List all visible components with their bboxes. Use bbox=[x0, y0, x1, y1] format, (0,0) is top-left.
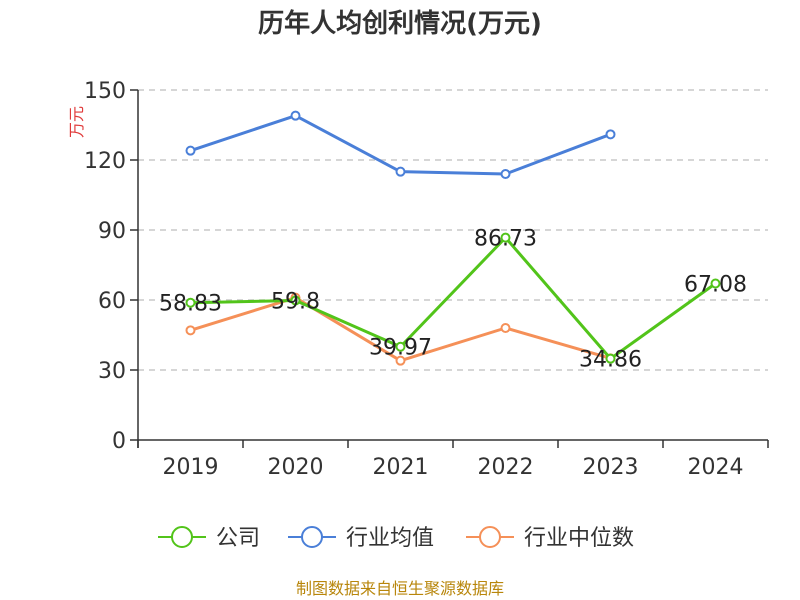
data-point bbox=[500, 232, 511, 243]
y-tick-label: 30 bbox=[98, 359, 126, 384]
data-point bbox=[290, 295, 301, 306]
legend-item[interactable]: 行业均值 bbox=[288, 526, 434, 551]
y-tick-label: 120 bbox=[84, 149, 126, 174]
y-tick-label: 0 bbox=[112, 429, 126, 454]
data-point bbox=[605, 353, 616, 364]
data-point bbox=[605, 129, 616, 140]
chart-title: 历年人均创利情况(万元) bbox=[258, 8, 542, 39]
axes: 0 30 60 90 120 150 2019 2020 2021 2022 2023 2024 bbox=[84, 79, 769, 480]
data-label: 39.97 bbox=[369, 336, 432, 361]
data-label: 59.8 bbox=[271, 289, 320, 314]
series-group bbox=[185, 110, 721, 366]
legend-marker bbox=[171, 526, 193, 548]
data-labels: 58.83 59.8 39.97 86.73 34.86 67.08 bbox=[159, 227, 747, 373]
x-tick-label: 2023 bbox=[583, 455, 639, 480]
source-note: 制图数据来自恒生聚源数据库 bbox=[296, 579, 504, 598]
legend-label: 行业中位数 bbox=[524, 526, 634, 551]
x-tick-label: 2021 bbox=[373, 455, 429, 480]
data-point bbox=[395, 341, 406, 352]
data-point bbox=[710, 278, 721, 289]
y-tick-label: 90 bbox=[98, 219, 126, 244]
legend-label: 公司 bbox=[216, 526, 260, 551]
data-label: 86.73 bbox=[474, 227, 537, 252]
legend-label: 行业均值 bbox=[346, 526, 434, 551]
data-point bbox=[395, 355, 406, 366]
data-label: 67.08 bbox=[684, 272, 747, 297]
data-label: 34.86 bbox=[579, 348, 642, 373]
data-point bbox=[500, 323, 511, 333]
data-point bbox=[500, 169, 511, 179]
grid-lines bbox=[138, 89, 768, 371]
x-tick-label: 2024 bbox=[688, 455, 744, 480]
x-tick-label: 2020 bbox=[268, 455, 324, 480]
series-line bbox=[190, 114, 612, 176]
data-label: 58.83 bbox=[159, 292, 222, 317]
data-point bbox=[185, 145, 196, 156]
data-point bbox=[290, 110, 301, 121]
y-tick-label: 60 bbox=[98, 289, 126, 314]
data-point bbox=[395, 166, 406, 177]
legend-item[interactable]: 行业中位数 bbox=[466, 526, 634, 551]
legend-marker bbox=[301, 526, 323, 548]
data-point bbox=[185, 325, 196, 336]
x-tick-label: 2019 bbox=[163, 455, 219, 480]
y-tick-label: 150 bbox=[84, 79, 126, 104]
legend-item[interactable]: 公司 bbox=[158, 526, 260, 551]
legend[interactable]: 公司 行业均值 行业中位数 bbox=[158, 526, 634, 551]
series-line bbox=[190, 236, 717, 361]
y-axis-unit-label: 万元 bbox=[67, 106, 86, 138]
legend-marker bbox=[479, 526, 501, 548]
data-point bbox=[185, 297, 196, 308]
x-tick-label: 2022 bbox=[478, 455, 534, 480]
